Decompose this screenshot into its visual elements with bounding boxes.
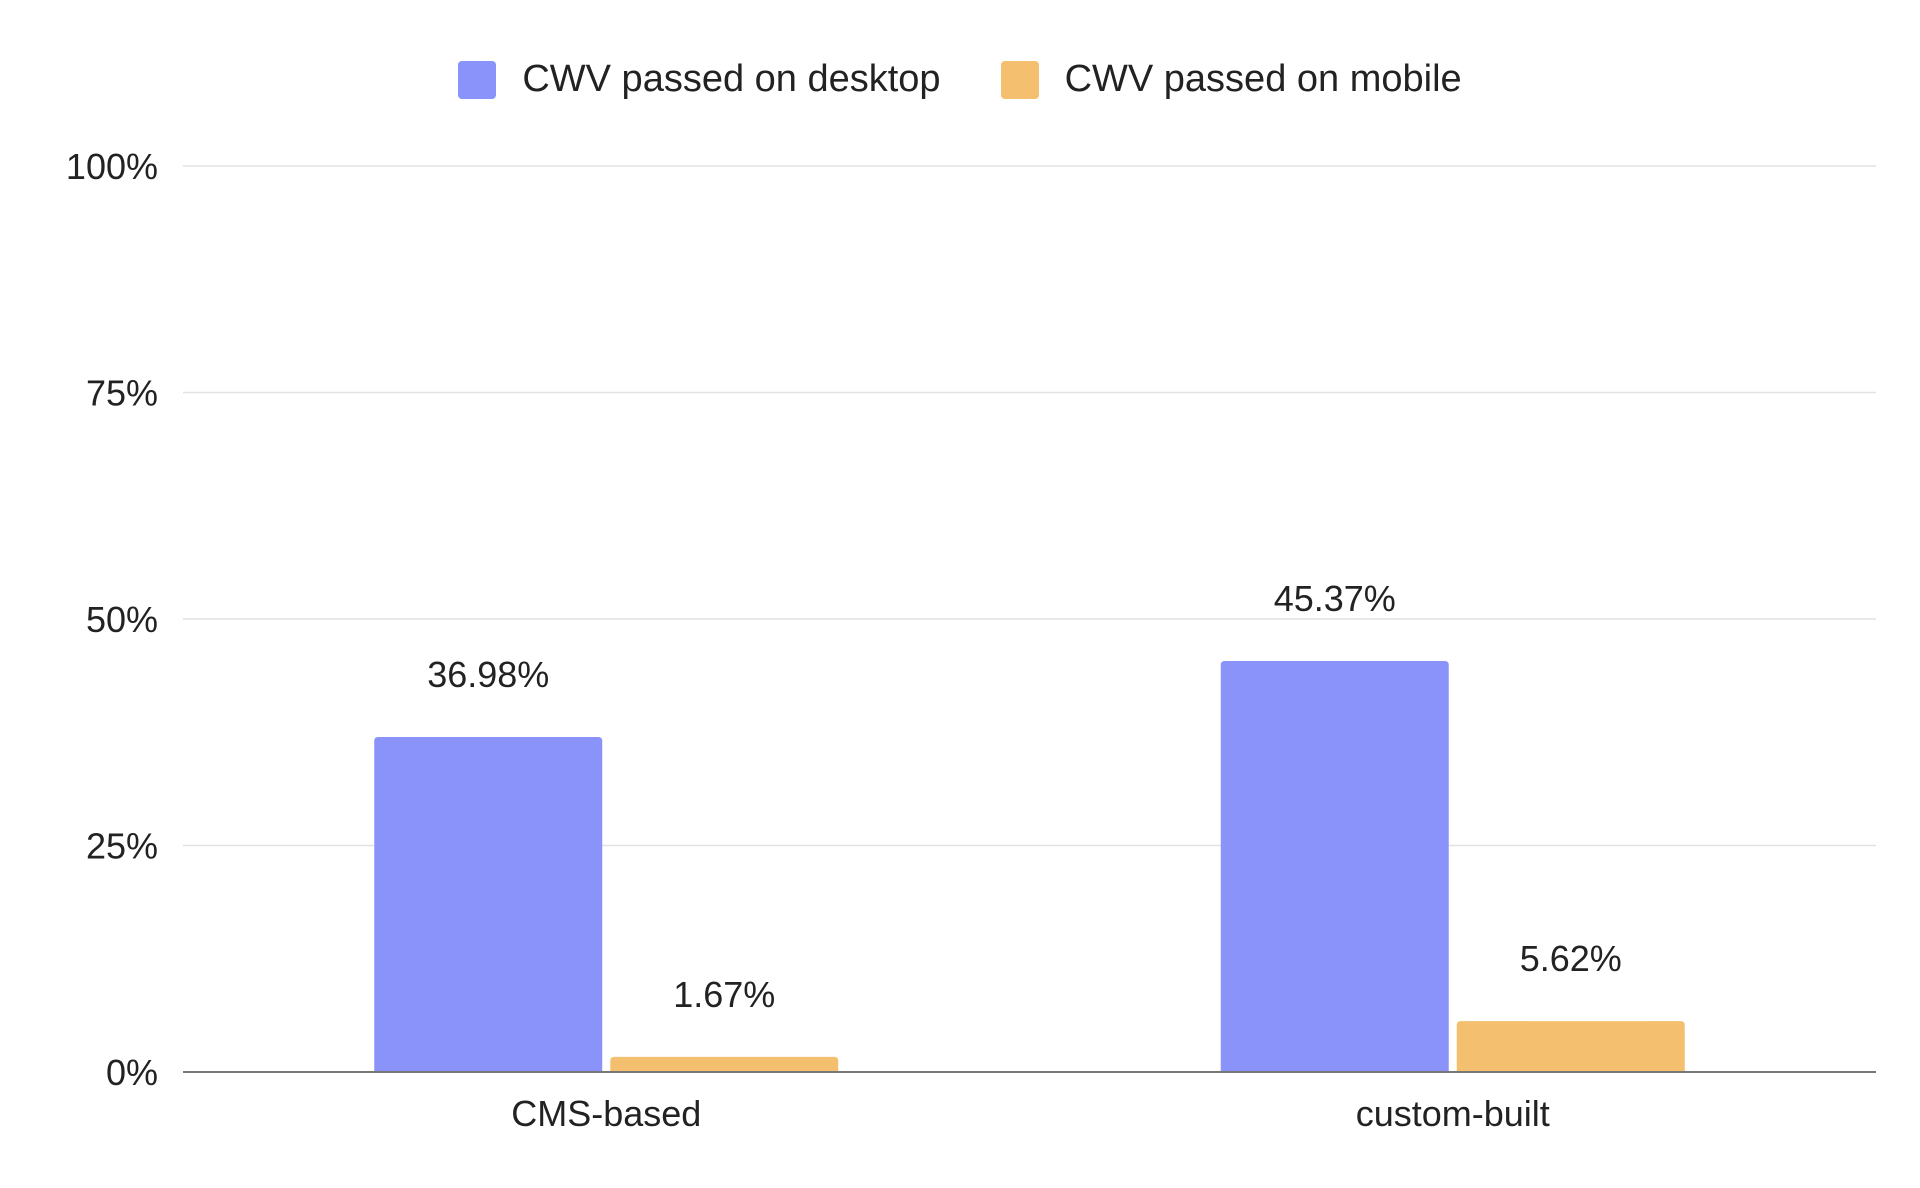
axes: 0% 25% 50% 75% 100% CMS-based custom-built xyxy=(66,146,1876,1134)
data-label: 1.67% xyxy=(673,974,775,1015)
data-labels: 36.98% 1.67% 45.37% 5.62% xyxy=(427,578,1622,1015)
bar-mobile-1 xyxy=(1456,1021,1685,1072)
y-tick-label: 50% xyxy=(86,599,158,640)
legend-label-mobile: CWV passed on mobile xyxy=(1064,58,1462,100)
data-label: 5.62% xyxy=(1520,938,1622,979)
y-tick-label: 75% xyxy=(86,373,158,414)
bars xyxy=(374,660,1685,1072)
bar-desktop-1 xyxy=(1220,660,1449,1072)
y-tick-label: 25% xyxy=(86,826,158,867)
y-tick-label: 100% xyxy=(66,146,158,187)
data-label: 45.37% xyxy=(1274,578,1396,619)
legend-item-mobile: CWV passed on mobile xyxy=(1000,58,1462,101)
legend-swatch-mobile xyxy=(1000,60,1039,99)
bar-mobile-0 xyxy=(610,1056,839,1072)
y-tick-label: 0% xyxy=(106,1052,158,1093)
legend: CWV passed on desktop CWV passed on mobi… xyxy=(0,58,1920,101)
x-category-label: CMS-based xyxy=(511,1093,701,1134)
bar-desktop-0 xyxy=(374,736,603,1072)
x-category-label: custom-built xyxy=(1356,1093,1550,1134)
legend-swatch-desktop xyxy=(458,60,497,99)
legend-item-desktop: CWV passed on desktop xyxy=(458,58,941,101)
data-label: 36.98% xyxy=(427,654,549,695)
legend-label-desktop: CWV passed on desktop xyxy=(522,58,941,100)
